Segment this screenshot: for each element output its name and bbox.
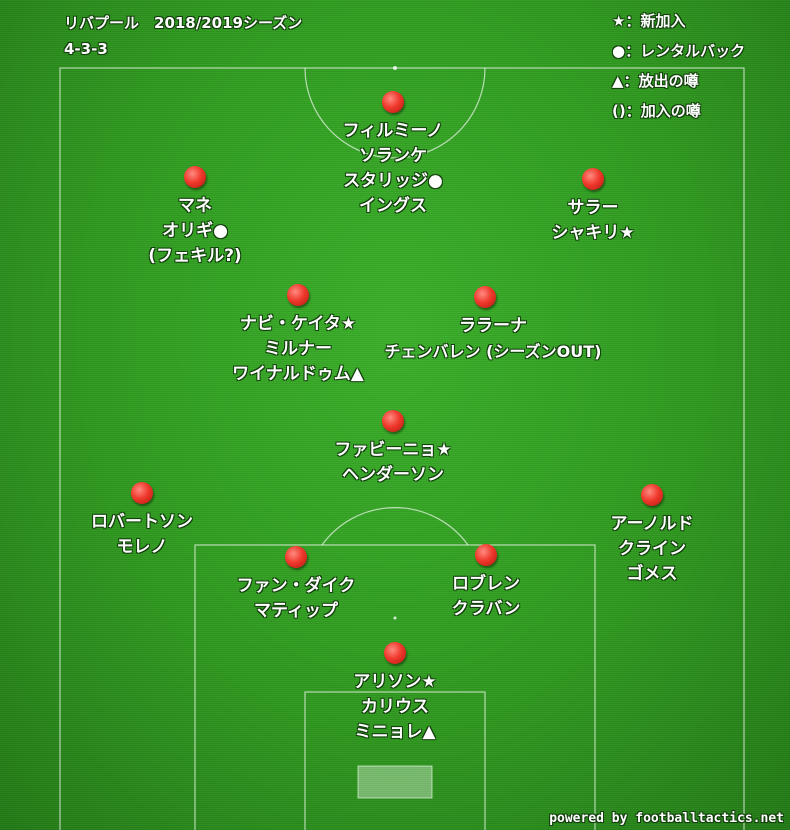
player-names: マネ オリギ● (フェキル?) <box>148 194 241 269</box>
player-name: チェンバレン (シーズンOUT) <box>384 342 602 361</box>
player-name: カリウス <box>361 697 429 717</box>
player-name: アーノルド <box>610 514 694 534</box>
player-name: マネ <box>178 196 212 216</box>
legend-item-exit-rumor: ▲：放出の噂 <box>612 72 699 90</box>
player-name: マティップ <box>254 601 338 621</box>
player-names: フィルミーノ ソランケ スタリッジ● イングス <box>343 119 444 219</box>
player-names: ファビーニョ★ ヘンダーソン <box>334 438 451 488</box>
player-marker <box>131 482 153 504</box>
player-slot-rw: サラー シャキリ★ <box>478 168 708 246</box>
player-name: モレノ <box>116 537 168 557</box>
player-marker <box>184 166 206 188</box>
player-name: クラバン <box>451 599 521 619</box>
player-names: ファン・ダイク マティップ <box>237 574 356 624</box>
star-icon: ★ <box>612 12 626 30</box>
player-marker <box>641 484 663 506</box>
player-name: (フェキル?) <box>148 246 242 266</box>
player-name: ファビーニョ★ <box>334 440 452 460</box>
player-names: ナビ・ケイタ★ ミルナー ワイナルドゥム▲ <box>232 312 364 387</box>
player-marker <box>474 286 496 308</box>
player-name: ミニョレ▲ <box>354 722 436 742</box>
player-marker <box>382 91 404 113</box>
player-slot-gk: アリソン★ カリウス ミニョレ▲ <box>280 642 510 745</box>
player-names: ロバートソン モレノ <box>91 510 193 560</box>
player-name: サラー <box>567 198 619 218</box>
player-slot-rcm: ララーナ チェンバレン (シーズンOUT) <box>378 286 608 364</box>
player-name: ロブレン <box>452 574 520 594</box>
player-names: アーノルド クライン ゴメス <box>611 512 694 587</box>
credit-text: powered by footballtactics.net <box>549 811 784 826</box>
player-marker <box>287 284 309 306</box>
player-name: フィルミーノ <box>342 121 444 141</box>
player-slot-cf: フィルミーノ ソランケ スタリッジ● イングス <box>278 91 508 219</box>
legend-item-loan-return: ●：レンタルバック <box>612 42 746 60</box>
player-marker <box>382 410 404 432</box>
player-name: オリギ● <box>162 221 228 241</box>
player-slot-right-back: アーノルド クライン ゴメス <box>537 484 767 587</box>
player-slot-lcm: ナビ・ケイタ★ ミルナー ワイナルドゥム▲ <box>183 284 413 387</box>
player-names: ロブレン クラバン <box>452 572 521 622</box>
player-marker <box>285 546 307 568</box>
player-names: アリソン★ カリウス ミニョレ▲ <box>353 670 436 745</box>
legend-item-new: ★：新加入 <box>612 12 686 30</box>
player-name: ロバートソン <box>91 512 193 532</box>
player-names: サラー シャキリ★ <box>551 196 634 246</box>
player-name: ナビ・ケイタ★ <box>239 314 357 334</box>
player-name: ゴメス <box>626 564 678 584</box>
legend-item-join-rumor: ()：加入の噂 <box>612 102 701 120</box>
player-marker <box>475 544 497 566</box>
player-name: ララーナ <box>459 316 527 336</box>
player-name: ミルナー <box>263 339 332 359</box>
player-name: イングス <box>358 196 427 216</box>
triangle-icon: ▲ <box>612 72 624 90</box>
player-slot-rcb: ロブレン クラバン <box>371 544 601 622</box>
player-name: スタリッジ● <box>343 171 443 191</box>
player-marker <box>384 642 406 664</box>
player-name: アリソン★ <box>353 672 437 692</box>
player-name: ファン・ダイク <box>236 576 356 596</box>
player-name: ワイナルドゥム▲ <box>232 364 364 384</box>
player-names: ララーナ チェンバレン (シーズンOUT) <box>385 314 602 364</box>
player-name: ソランケ <box>358 146 427 166</box>
player-slot-dm: ファビーニョ★ ヘンダーソン <box>278 410 508 488</box>
player-slot-lw: マネ オリギ● (フェキル?) <box>80 166 310 269</box>
player-name: シャキリ★ <box>551 223 635 243</box>
parentheses-icon: () <box>612 102 626 120</box>
player-marker <box>582 168 604 190</box>
circle-icon: ● <box>612 42 626 60</box>
formation-label: 4-3-3 <box>64 40 108 58</box>
player-name: ヘンダーソン <box>342 465 444 485</box>
player-slot-left-back: ロバートソン モレノ <box>27 482 257 560</box>
player-slot-lcb: ファン・ダイク マティップ <box>181 546 411 624</box>
page-title: リバプール 2018/2019シーズン <box>64 14 303 32</box>
player-name: クライン <box>618 539 686 559</box>
